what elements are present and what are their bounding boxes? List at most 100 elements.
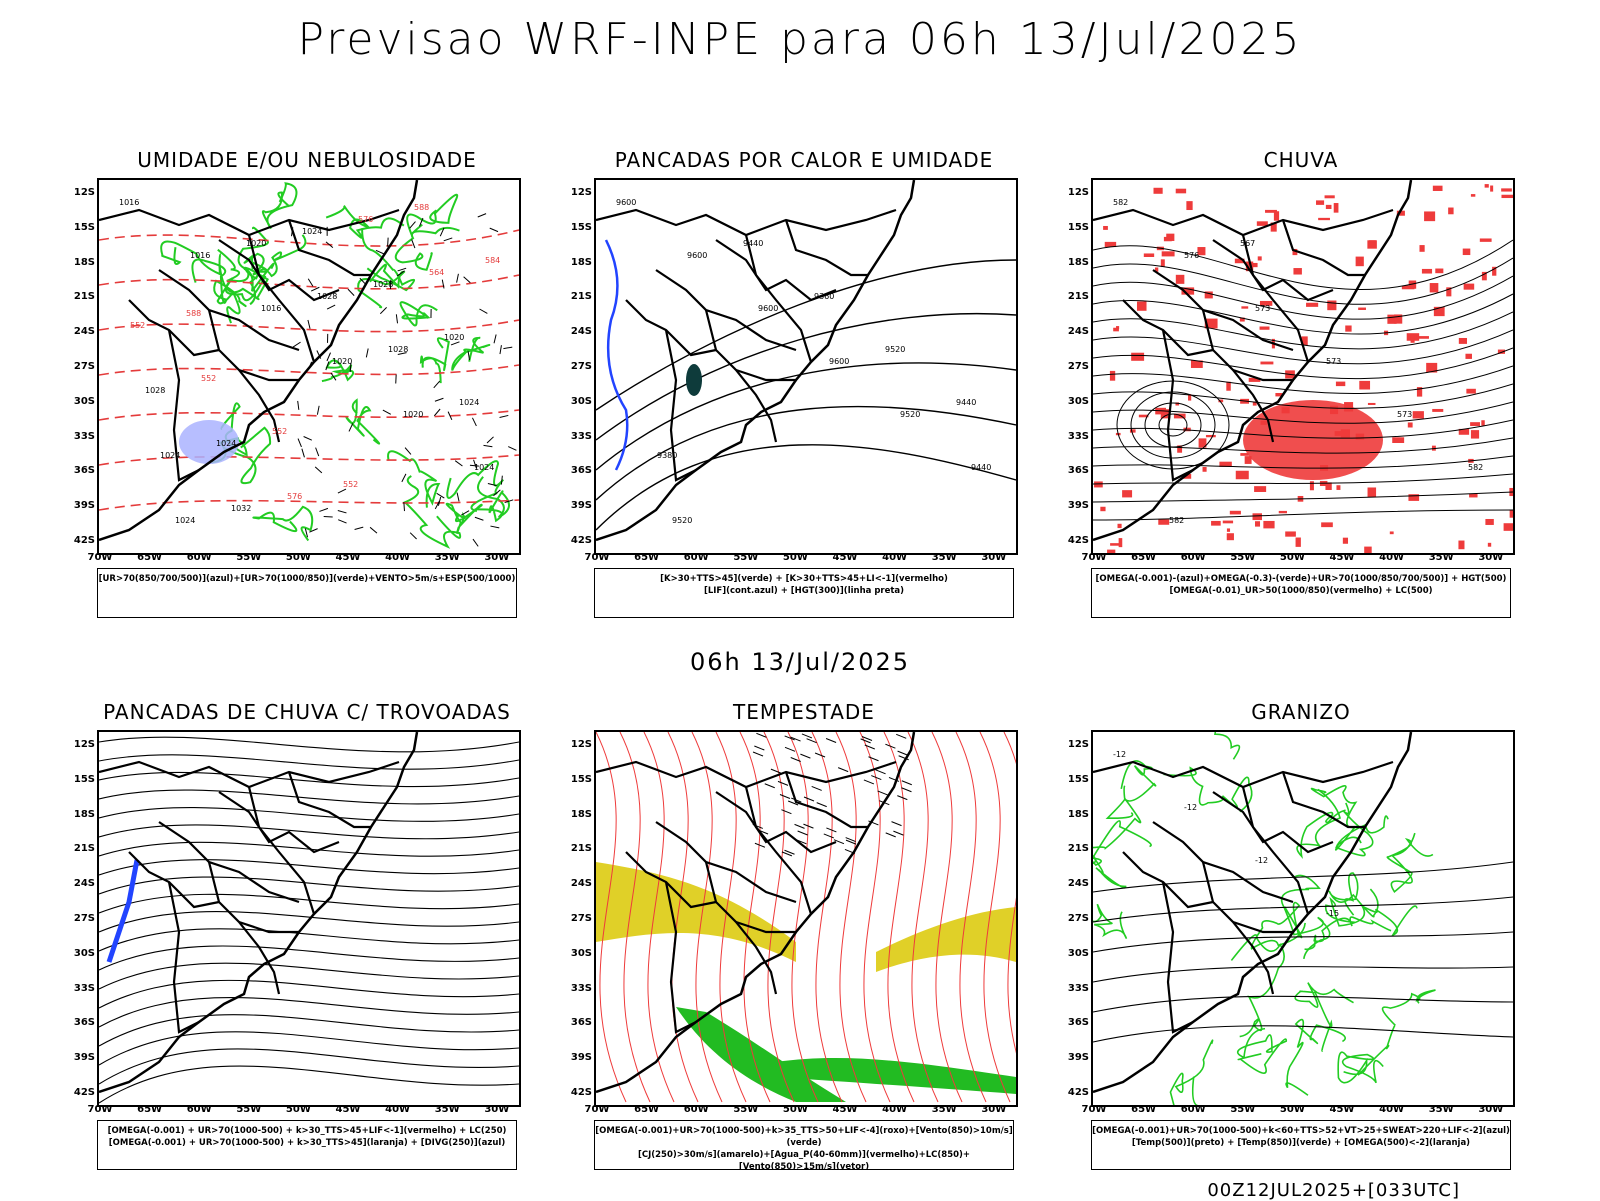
panel-3-lat-label: 30S: [1059, 396, 1089, 407]
panel-6-lon-label: 45W: [1322, 1104, 1362, 1115]
panel-3-contour-label: 573: [1255, 304, 1270, 313]
panel-4-lat-label: 42S: [65, 1087, 95, 1098]
panel-1-contour-label: 1024: [459, 398, 479, 407]
panel-3-lat-label: 18S: [1059, 257, 1089, 268]
panel-1-contour-label: 1028: [317, 292, 337, 301]
panel-1-lon-label: 45W: [328, 552, 368, 563]
panel-2-title: PANCADAS POR CALOR E UMIDADE: [554, 148, 1054, 172]
panel-5-lat-label: 42S: [562, 1087, 592, 1098]
panel-3-lat-label: 12S: [1059, 187, 1089, 198]
panel-2-lat-label: 27S: [562, 361, 592, 372]
panel-5-lon-label: 35W: [924, 1104, 964, 1115]
panel-3-lon-label: 30W: [1471, 552, 1511, 563]
panel-4-lon-label: 55W: [229, 1104, 269, 1115]
panel-2-lat-label: 24S: [562, 326, 592, 337]
panel-5-lat-label: 30S: [562, 948, 592, 959]
panel-6-legend-line: [Temp(500)](preto) + [Temp(850)](verde) …: [1092, 1137, 1510, 1149]
panel-3-lat-label: 42S: [1059, 535, 1089, 546]
panel-1-contour-label: 576: [287, 492, 302, 501]
panel-3-legend-line: [OMEGA(-0.001)-(azul)+OMEGA(-0.3)-(verde…: [1092, 573, 1510, 585]
panel-6-lat-label: 27S: [1059, 913, 1089, 924]
panel-4-lat-label: 30S: [65, 948, 95, 959]
main-title: Previsao WRF-INPE para 06h 13/Jul/2025: [0, 14, 1600, 65]
panel-2-contour-label: 9600: [616, 198, 636, 207]
panel-1-lon-label: 60W: [179, 552, 219, 563]
panel-6-contour-label: -12: [1184, 803, 1197, 812]
panel-6-lat-label: 39S: [1059, 1052, 1089, 1063]
panel-1-lat-label: 12S: [65, 187, 95, 198]
panel-3-lon-label: 50W: [1272, 552, 1312, 563]
panel-5-lon-label: 65W: [627, 1104, 667, 1115]
panel-4-lat-label: 39S: [65, 1052, 95, 1063]
panel-6-lat-label: 12S: [1059, 739, 1089, 750]
panel-6-lat-label: 18S: [1059, 809, 1089, 820]
panel-4-legend-line: [OMEGA(-0.001) + UR>70(1000-500) + k>30_…: [98, 1137, 516, 1149]
panel-4-lon-label: 40W: [378, 1104, 418, 1115]
panel-6-lat-label: 15S: [1059, 774, 1089, 785]
panel-2-contour-label: 9520: [900, 410, 920, 419]
panel-5-legend-line: [CJ(250)>30m/s](amarelo)+[Agua_P(40-60mm…: [595, 1149, 1013, 1173]
panel-1-legend: [UR>70(850/700/500)](azul)+[UR>70(1000/8…: [97, 568, 517, 618]
footer-run-label: 00Z12JUL2025+[033UTC]: [1207, 1180, 1460, 1201]
panel-2-contour-label: 9440: [971, 463, 991, 472]
panel-1-lon-label: 65W: [130, 552, 170, 563]
panel-1-lon-label: 55W: [229, 552, 269, 563]
panel-2-contour-label: 9520: [885, 345, 905, 354]
panel-2-lat-label: 15S: [562, 222, 592, 233]
panel-6-lon-label: 40W: [1372, 1104, 1412, 1115]
panel-5-lon-label: 50W: [775, 1104, 815, 1115]
panel-3-lon-label: 70W: [1074, 552, 1114, 563]
panel-4-lat-label: 21S: [65, 843, 95, 854]
panel-2-contour-label: 9360: [814, 292, 834, 301]
panel-3-contour-label: 567: [1240, 239, 1255, 248]
panel-4-lon-label: 60W: [179, 1104, 219, 1115]
panel-1-contour-label: 1024: [302, 227, 322, 236]
panel-2-lon-label: 30W: [974, 552, 1014, 563]
panel-5-map: [594, 730, 1018, 1107]
panel-4-lat-label: 36S: [65, 1017, 95, 1028]
panel-1-contour-label: 1020: [403, 410, 423, 419]
panel-6-title: GRANIZO: [1051, 700, 1551, 724]
panel-4-legend-line: [OMEGA(-0.001) + UR>70(1000-500) + k>30_…: [98, 1125, 516, 1137]
panel-1-contour-label: 1024: [160, 451, 180, 460]
panel-4-lat-label: 12S: [65, 739, 95, 750]
panel-3-lat-label: 33S: [1059, 431, 1089, 442]
panel-4-lon-label: 45W: [328, 1104, 368, 1115]
panel-2-lon-label: 45W: [825, 552, 865, 563]
panel-3-lat-label: 24S: [1059, 326, 1089, 337]
panel-5-lon-label: 45W: [825, 1104, 865, 1115]
panel-6-lat-label: 42S: [1059, 1087, 1089, 1098]
panel-4-lat-label: 27S: [65, 913, 95, 924]
panel-1-contour-label: 1028: [373, 280, 393, 289]
panel-1-lat-label: 33S: [65, 431, 95, 442]
panel-5-lat-label: 15S: [562, 774, 592, 785]
panel-2-lat-label: 39S: [562, 500, 592, 511]
panel-6-lat-label: 30S: [1059, 948, 1089, 959]
panel-4-legend: [OMEGA(-0.001) + UR>70(1000-500) + k>30_…: [97, 1120, 517, 1170]
panel-1-contour-label: 584: [485, 256, 500, 265]
panel-6-lat-label: 24S: [1059, 878, 1089, 889]
panel-3-title: CHUVA: [1051, 148, 1551, 172]
panel-2-contour-label: 9440: [743, 239, 763, 248]
panel-1-contour-label: 576: [358, 215, 373, 224]
panel-2-legend: [K>30+TTS>45](verde) + [K>30+TTS>45+LI<-…: [594, 568, 1014, 618]
panel-4-lat-label: 33S: [65, 983, 95, 994]
panel-2-lon-label: 50W: [775, 552, 815, 563]
panel-3-lat-label: 15S: [1059, 222, 1089, 233]
panel-3-contour-label: 573: [1326, 357, 1341, 366]
panel-1-contour-label: 1020: [332, 357, 352, 366]
panel-6-lon-label: 60W: [1173, 1104, 1213, 1115]
panel-5-lat-label: 39S: [562, 1052, 592, 1063]
panel-4-lon-label: 30W: [477, 1104, 517, 1115]
panel-4-title: PANCADAS DE CHUVA C/ TROVOADAS: [57, 700, 557, 724]
panel-6-legend: [OMEGA(-0.001)+UR>70(1000-500)+k<60+TTS>…: [1091, 1120, 1511, 1170]
panel-2-legend-line: [LIF](cont.azul) + [HGT(300)](linha pret…: [595, 585, 1013, 597]
panel-2-lat-label: 33S: [562, 431, 592, 442]
panel-5-lat-label: 21S: [562, 843, 592, 854]
panel-6-lon-label: 65W: [1124, 1104, 1164, 1115]
panel-6-contour-label: -15: [1326, 909, 1339, 918]
panel-1-lat-label: 21S: [65, 291, 95, 302]
panel-5-lon-label: 70W: [577, 1104, 617, 1115]
